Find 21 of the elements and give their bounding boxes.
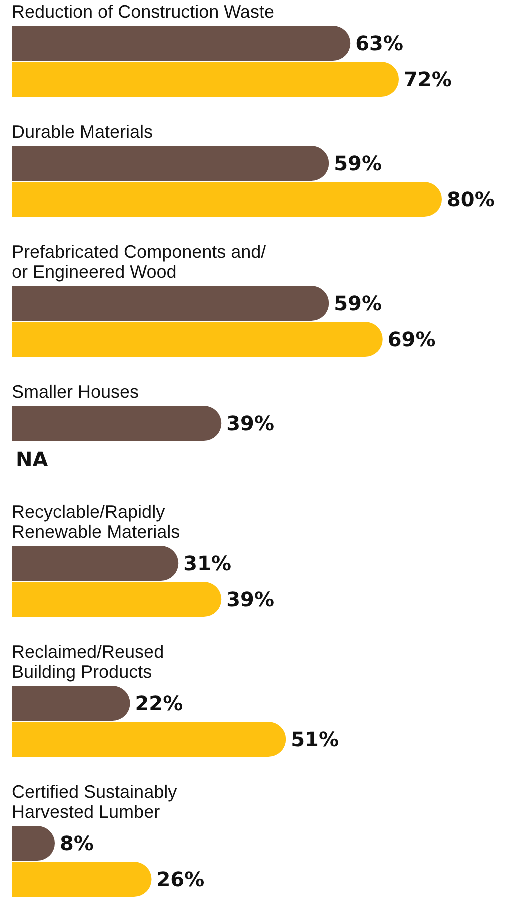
data-label: 59% <box>334 152 382 176</box>
y-tick-label: Reduction of Construction Waste <box>12 2 274 22</box>
data-label: 59% <box>334 292 382 316</box>
y-tick-label: Reclaimed/Reused Building Products <box>12 642 164 682</box>
data-label: 72% <box>404 68 452 92</box>
data-label: 39% <box>226 412 274 436</box>
data-label: 69% <box>388 328 436 352</box>
y-tick-label: Recyclable/Rapidly Renewable Materials <box>12 502 180 542</box>
data-label: 63% <box>356 32 404 56</box>
y-tick-label: Durable Materials <box>12 122 154 142</box>
data-label: 31% <box>184 552 232 576</box>
text: NA <box>16 448 48 472</box>
data-label: 8% <box>60 832 94 856</box>
y-tick-label: Certified Sustainably Harvested Lumber <box>12 782 178 822</box>
data-label: 80% <box>447 188 495 212</box>
data-label: 39% <box>226 588 274 612</box>
data-label: 51% <box>291 728 339 752</box>
y-tick-label: Smaller Houses <box>12 382 140 402</box>
y-tick-label: Prefabricated Components and/ or Engineered Wood <box>12 242 266 282</box>
data-label: 26% <box>156 868 205 892</box>
data-label: 22% <box>135 692 184 716</box>
